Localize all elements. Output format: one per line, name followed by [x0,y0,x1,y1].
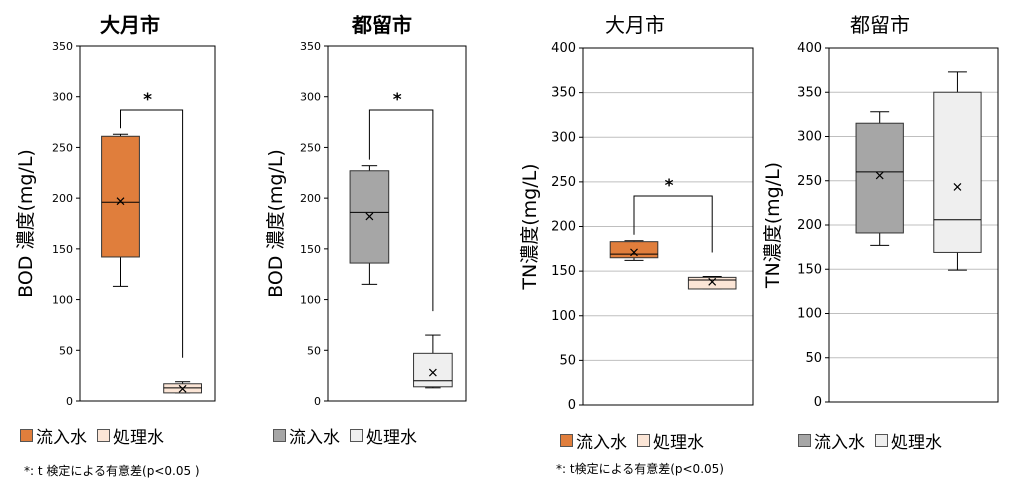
y-tick-label: 200 [797,218,822,233]
y-tick-label: 50 [307,344,321,357]
box-inflow [855,111,904,246]
footnote-bod: *: t 検定による有意差(p<0.05 ) [24,464,200,478]
box-inflow [609,240,659,261]
legend-label-effluent: 処理水 [113,428,164,448]
y-tick-label: 300 [300,91,321,104]
legend-bod-gray: 流入水 処理水 [273,423,417,448]
legend-label-effluent: 処理水 [653,433,704,453]
legend-swatch-inflow [798,434,811,447]
mean-marker [630,248,638,257]
iqr-box [609,241,659,259]
y-axis-label: TN濃度(mg/L) [762,162,784,289]
legend-swatch-effluent [97,429,110,442]
legend-label-inflow: 流入水 [289,428,340,448]
y-axis-label: BOD 濃度(mg/L) [265,149,287,298]
significance-bracket [633,195,713,253]
iqr-box [101,135,140,258]
legend-swatch-inflow [273,429,286,442]
significance-bracket [120,109,184,358]
y-tick-label: 150 [551,264,576,279]
iqr-box [687,276,737,290]
chart-3: 0 50 100 150 200 250 300 350 400 大月市 TN濃度(mg/L) * [519,13,754,413]
legend-bod: 流入水 処理水 [20,423,164,448]
chart-2: 0 50 100 150 200 250 300 350 都留市 BOD 濃度(mg/L) * [265,13,467,408]
legend-label-effluent: 処理水 [891,433,942,453]
mean-marker [428,368,437,377]
y-tick-label: 50 [559,353,576,368]
y-tick-label: 300 [551,130,576,145]
y-tick-label: 300 [797,130,822,145]
box-effluent [933,71,982,271]
mean-marker [365,212,374,221]
legend-swatch-inflow [20,429,33,442]
iqr-box [933,91,982,253]
y-axis-label: TN濃度(mg/L) [519,163,541,290]
y-tick-label: 200 [52,192,73,205]
y-tick-label: 200 [551,220,576,235]
plot-frame [79,45,216,402]
significance-marker: * [393,90,402,110]
chart-1: 0 50 100 150 200 250 300 350 大月市 BOD 濃度(mg/L) * [15,13,216,408]
iqr-box [413,352,453,388]
box-effluent [413,334,453,389]
y-tick-label: 0 [314,395,321,408]
y-tick-label: 100 [300,294,321,307]
y-tick-label: 100 [551,309,576,324]
mean-marker [875,171,884,180]
significance-marker: * [143,90,152,110]
y-tick-label: 150 [52,243,73,256]
chart-title: 大月市 [100,13,160,37]
legend-tn-gray: 流入水 処理水 [798,428,942,453]
chart-title: 都留市 [351,13,412,37]
iqr-box [855,122,904,234]
legend-swatch-effluent [637,434,650,447]
box-inflow [101,133,140,287]
footnote-tn: *: t検定による有意差(p<0.05) [556,462,724,476]
chart-title: 都留市 [850,13,910,37]
legend-swatch-effluent [875,434,888,447]
y-tick-label: 250 [300,141,321,154]
legend-label-inflow: 流入水 [814,433,865,453]
chart-title: 大月市 [605,13,665,37]
y-tick-label: 50 [805,351,822,366]
mean-marker [708,277,717,286]
y-tick-label: 50 [59,344,73,357]
plot-frame [327,45,467,402]
mean-marker [116,197,125,206]
mean-marker [178,384,187,393]
y-tick-label: 400 [797,41,822,56]
y-tick-label: 200 [300,192,321,205]
y-tick-label: 350 [300,40,321,53]
y-tick-label: 150 [300,243,321,256]
y-tick-label: 300 [52,91,73,104]
legend-swatch-inflow [560,434,573,447]
legend-swatch-effluent [350,429,363,442]
box-inflow [349,165,390,285]
y-tick-label: 0 [568,398,576,413]
legend-label-inflow: 流入水 [36,428,87,448]
legend-label-inflow: 流入水 [576,433,627,453]
mean-marker [953,183,962,191]
y-tick-label: 100 [52,294,73,307]
y-tick-label: 150 [797,262,822,277]
significance-bracket [368,109,434,312]
y-axis-label: BOD 濃度(mg/L) [15,149,37,298]
box-effluent [163,381,202,394]
y-tick-label: 250 [797,174,822,189]
chart-4: 0 50 100 150 200 250 300 350 400 都留市 TN濃度(mg/L) [762,13,999,410]
y-tick-label: 350 [52,40,73,53]
y-tick-label: 0 [814,395,822,410]
y-tick-label: 350 [797,85,822,100]
legend-label-effluent: 処理水 [366,428,417,448]
y-tick-label: 250 [551,175,576,190]
y-tick-label: 400 [551,41,576,56]
legend-tn: 流入水 処理水 [560,428,704,453]
y-tick-label: 100 [797,307,822,322]
box-effluent [687,275,737,290]
y-tick-label: 350 [551,86,576,101]
y-tick-label: 250 [52,141,73,154]
y-tick-label: 0 [66,395,73,408]
significance-marker: * [665,176,674,196]
